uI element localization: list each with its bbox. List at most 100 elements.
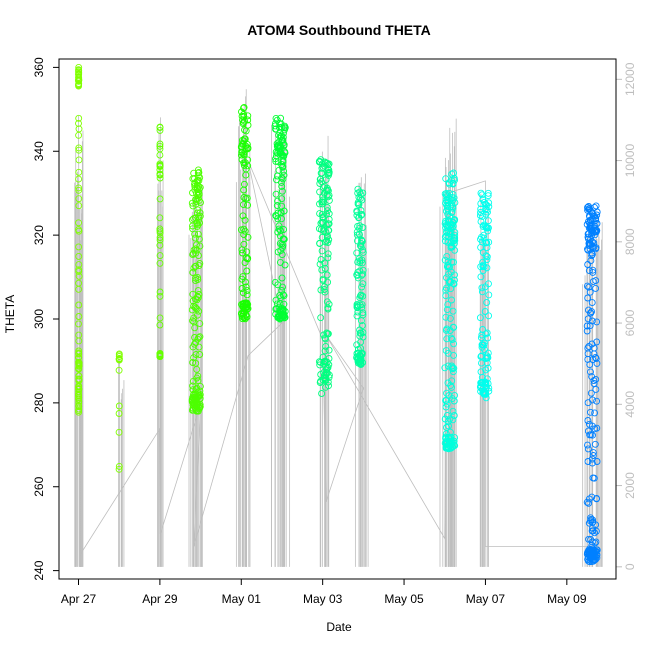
theta-point — [239, 300, 247, 308]
theta-point — [357, 207, 365, 214]
theta-point — [442, 286, 450, 294]
depth-layer — [74, 89, 603, 567]
theta-point — [358, 322, 366, 330]
theta-point — [476, 314, 484, 322]
theta-point — [242, 171, 250, 179]
theta-point — [448, 296, 455, 304]
theta-point — [442, 292, 450, 300]
theta-point — [354, 302, 362, 310]
theta-point — [583, 282, 591, 290]
theta-point — [445, 217, 453, 225]
theta-point — [156, 236, 164, 244]
theta-point — [586, 558, 594, 566]
theta-point — [197, 199, 204, 206]
theta-point — [442, 444, 450, 452]
theta-point — [75, 261, 83, 269]
theta-point — [587, 514, 595, 522]
theta-point — [442, 397, 450, 404]
theta-point — [325, 166, 333, 174]
theta-point — [588, 308, 596, 316]
theta-point — [274, 215, 282, 223]
theta-point — [589, 452, 597, 459]
theta-point — [483, 239, 491, 247]
theta-point — [281, 313, 289, 321]
theta-point — [587, 553, 594, 561]
theta-point — [443, 232, 451, 240]
theta-point — [239, 212, 247, 220]
theta-point — [485, 203, 493, 211]
theta-point — [280, 226, 288, 233]
theta-point — [279, 175, 287, 183]
theta-point — [447, 202, 455, 210]
theta-point — [276, 120, 283, 127]
theta-point — [584, 315, 592, 323]
x-axis-label: Date — [326, 620, 352, 634]
theta-point — [196, 320, 204, 328]
theta-point — [243, 291, 251, 299]
theta-point — [358, 304, 366, 312]
theta-point — [192, 274, 200, 282]
theta-point — [194, 230, 202, 238]
theta-point — [447, 268, 455, 276]
theta-point — [75, 70, 83, 78]
theta-point — [483, 253, 491, 261]
theta-point — [590, 474, 598, 482]
theta-point — [321, 265, 329, 272]
theta-point — [353, 303, 361, 311]
theta-point — [156, 151, 164, 159]
theta-point — [75, 337, 83, 345]
theta-point — [480, 231, 488, 239]
x-tick-label: May 09 — [547, 592, 587, 606]
theta-point — [353, 350, 361, 358]
theta-point — [444, 301, 452, 309]
theta-point — [356, 357, 364, 365]
theta-point — [242, 254, 250, 262]
theta-point — [75, 175, 83, 183]
theta-point — [75, 114, 83, 122]
theta-point — [75, 385, 83, 393]
theta-point — [195, 291, 203, 298]
theta-point — [277, 178, 285, 186]
theta-point — [115, 355, 123, 363]
theta-point — [193, 305, 201, 313]
theta-point — [449, 407, 457, 415]
theta-point — [590, 546, 597, 554]
theta-point — [583, 322, 591, 330]
theta-point — [588, 317, 596, 325]
theta-point — [75, 372, 83, 380]
theta-point — [354, 185, 362, 193]
theta-point — [355, 224, 363, 232]
theta-point — [448, 200, 456, 208]
theta-point — [584, 441, 591, 449]
theta-point — [446, 212, 454, 220]
theta-point — [271, 278, 279, 286]
theta-point — [196, 212, 204, 220]
theta-point — [324, 250, 332, 258]
theta-point — [585, 224, 593, 232]
theta-point — [189, 225, 197, 233]
theta-point — [481, 379, 489, 387]
theta-point — [584, 417, 592, 424]
theta-point — [446, 314, 454, 322]
theta-point — [443, 229, 451, 237]
points-layer — [75, 63, 601, 566]
theta-point — [589, 229, 597, 237]
theta-point — [241, 216, 249, 224]
x-tick-label: May 01 — [222, 592, 262, 606]
theta-point — [447, 221, 455, 229]
theta-point — [478, 284, 486, 292]
theta-point — [320, 286, 328, 293]
theta-point — [357, 239, 365, 247]
theta-point — [316, 240, 324, 247]
theta-point — [75, 266, 83, 274]
theta-point — [583, 327, 591, 335]
theta-point — [156, 166, 164, 174]
theta-point — [353, 271, 361, 279]
theta-point — [448, 193, 456, 201]
theta-point — [480, 390, 488, 398]
theta-point — [194, 169, 202, 177]
theta-point — [243, 194, 251, 202]
theta-point — [240, 150, 248, 158]
theta-point — [479, 261, 487, 269]
theta-point — [354, 200, 362, 208]
